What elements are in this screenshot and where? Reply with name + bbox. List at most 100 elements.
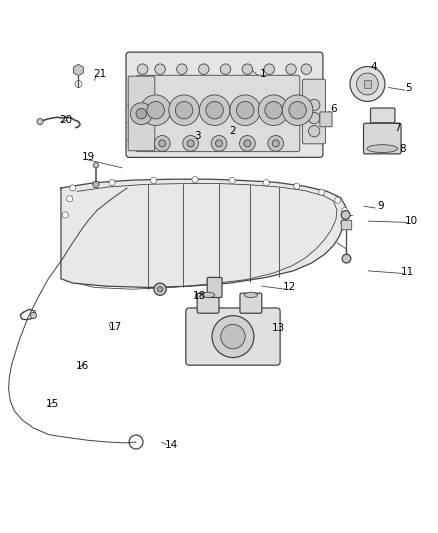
Ellipse shape bbox=[367, 144, 398, 152]
Text: 13: 13 bbox=[271, 324, 285, 334]
Circle shape bbox=[318, 189, 325, 195]
Text: 4: 4 bbox=[371, 61, 377, 71]
Text: 3: 3 bbox=[194, 131, 201, 141]
Text: 11: 11 bbox=[401, 266, 414, 277]
Circle shape bbox=[128, 117, 140, 128]
FancyBboxPatch shape bbox=[186, 308, 280, 365]
Circle shape bbox=[128, 99, 140, 111]
Circle shape bbox=[138, 64, 148, 75]
Polygon shape bbox=[61, 179, 346, 287]
Circle shape bbox=[169, 95, 199, 125]
Circle shape bbox=[147, 101, 164, 119]
FancyBboxPatch shape bbox=[302, 79, 325, 144]
Text: 1: 1 bbox=[259, 69, 266, 78]
Circle shape bbox=[335, 197, 341, 203]
Circle shape bbox=[175, 101, 193, 119]
Text: 8: 8 bbox=[399, 144, 406, 155]
Circle shape bbox=[192, 176, 198, 183]
Circle shape bbox=[264, 64, 275, 75]
Circle shape bbox=[136, 108, 147, 119]
Circle shape bbox=[301, 64, 311, 75]
Text: 19: 19 bbox=[82, 152, 95, 163]
Circle shape bbox=[150, 177, 156, 183]
Circle shape bbox=[67, 196, 73, 202]
Circle shape bbox=[128, 134, 140, 146]
Circle shape bbox=[268, 135, 284, 151]
Circle shape bbox=[244, 140, 251, 147]
FancyBboxPatch shape bbox=[364, 80, 371, 88]
Circle shape bbox=[272, 140, 279, 147]
Circle shape bbox=[70, 185, 76, 191]
Circle shape bbox=[308, 99, 320, 111]
Circle shape bbox=[286, 64, 296, 75]
Text: 14: 14 bbox=[164, 440, 177, 450]
Circle shape bbox=[357, 73, 378, 95]
Circle shape bbox=[265, 101, 283, 119]
Circle shape bbox=[93, 163, 99, 168]
Circle shape bbox=[283, 95, 313, 125]
Circle shape bbox=[159, 140, 166, 147]
Text: 21: 21 bbox=[94, 69, 107, 79]
Circle shape bbox=[240, 135, 255, 151]
Ellipse shape bbox=[244, 292, 258, 297]
Circle shape bbox=[177, 64, 187, 75]
Text: 18: 18 bbox=[193, 291, 206, 301]
Circle shape bbox=[341, 211, 350, 220]
Circle shape bbox=[30, 312, 36, 318]
FancyBboxPatch shape bbox=[371, 108, 395, 123]
Circle shape bbox=[157, 287, 162, 292]
Circle shape bbox=[237, 101, 254, 119]
Polygon shape bbox=[92, 181, 99, 188]
Text: 17: 17 bbox=[109, 322, 122, 332]
Circle shape bbox=[155, 64, 165, 75]
FancyBboxPatch shape bbox=[364, 123, 401, 154]
Circle shape bbox=[350, 67, 385, 101]
Circle shape bbox=[220, 64, 231, 75]
Text: 6: 6 bbox=[330, 104, 337, 114]
Circle shape bbox=[293, 183, 300, 189]
Circle shape bbox=[242, 64, 253, 75]
Circle shape bbox=[109, 180, 115, 185]
Text: 20: 20 bbox=[59, 115, 72, 125]
Text: 12: 12 bbox=[283, 282, 297, 293]
Circle shape bbox=[229, 177, 235, 183]
Circle shape bbox=[308, 112, 320, 124]
Circle shape bbox=[199, 95, 230, 125]
Circle shape bbox=[289, 101, 306, 119]
Circle shape bbox=[62, 212, 68, 218]
FancyBboxPatch shape bbox=[207, 277, 222, 297]
Circle shape bbox=[342, 207, 348, 214]
Circle shape bbox=[263, 180, 269, 185]
Circle shape bbox=[215, 140, 223, 147]
Circle shape bbox=[308, 125, 320, 137]
Polygon shape bbox=[74, 64, 83, 76]
Text: 7: 7 bbox=[394, 123, 400, 133]
Circle shape bbox=[341, 220, 347, 226]
Ellipse shape bbox=[201, 292, 215, 297]
Text: 16: 16 bbox=[76, 361, 89, 371]
Text: 15: 15 bbox=[46, 399, 59, 409]
Circle shape bbox=[154, 135, 170, 151]
Text: 10: 10 bbox=[405, 216, 418, 225]
Text: 2: 2 bbox=[229, 126, 235, 136]
Circle shape bbox=[342, 254, 351, 263]
Circle shape bbox=[230, 95, 261, 125]
Circle shape bbox=[187, 140, 194, 147]
FancyBboxPatch shape bbox=[128, 76, 155, 151]
Text: 5: 5 bbox=[406, 83, 412, 93]
Circle shape bbox=[37, 118, 43, 125]
Text: 9: 9 bbox=[377, 201, 384, 211]
Circle shape bbox=[198, 64, 209, 75]
FancyBboxPatch shape bbox=[320, 112, 332, 127]
Circle shape bbox=[131, 103, 152, 125]
FancyBboxPatch shape bbox=[341, 220, 352, 230]
Circle shape bbox=[212, 316, 254, 358]
FancyBboxPatch shape bbox=[126, 52, 323, 157]
Circle shape bbox=[141, 95, 171, 125]
Circle shape bbox=[211, 135, 227, 151]
Circle shape bbox=[221, 325, 245, 349]
Circle shape bbox=[206, 101, 223, 119]
Circle shape bbox=[154, 283, 166, 295]
FancyBboxPatch shape bbox=[136, 75, 300, 152]
FancyBboxPatch shape bbox=[197, 293, 219, 313]
